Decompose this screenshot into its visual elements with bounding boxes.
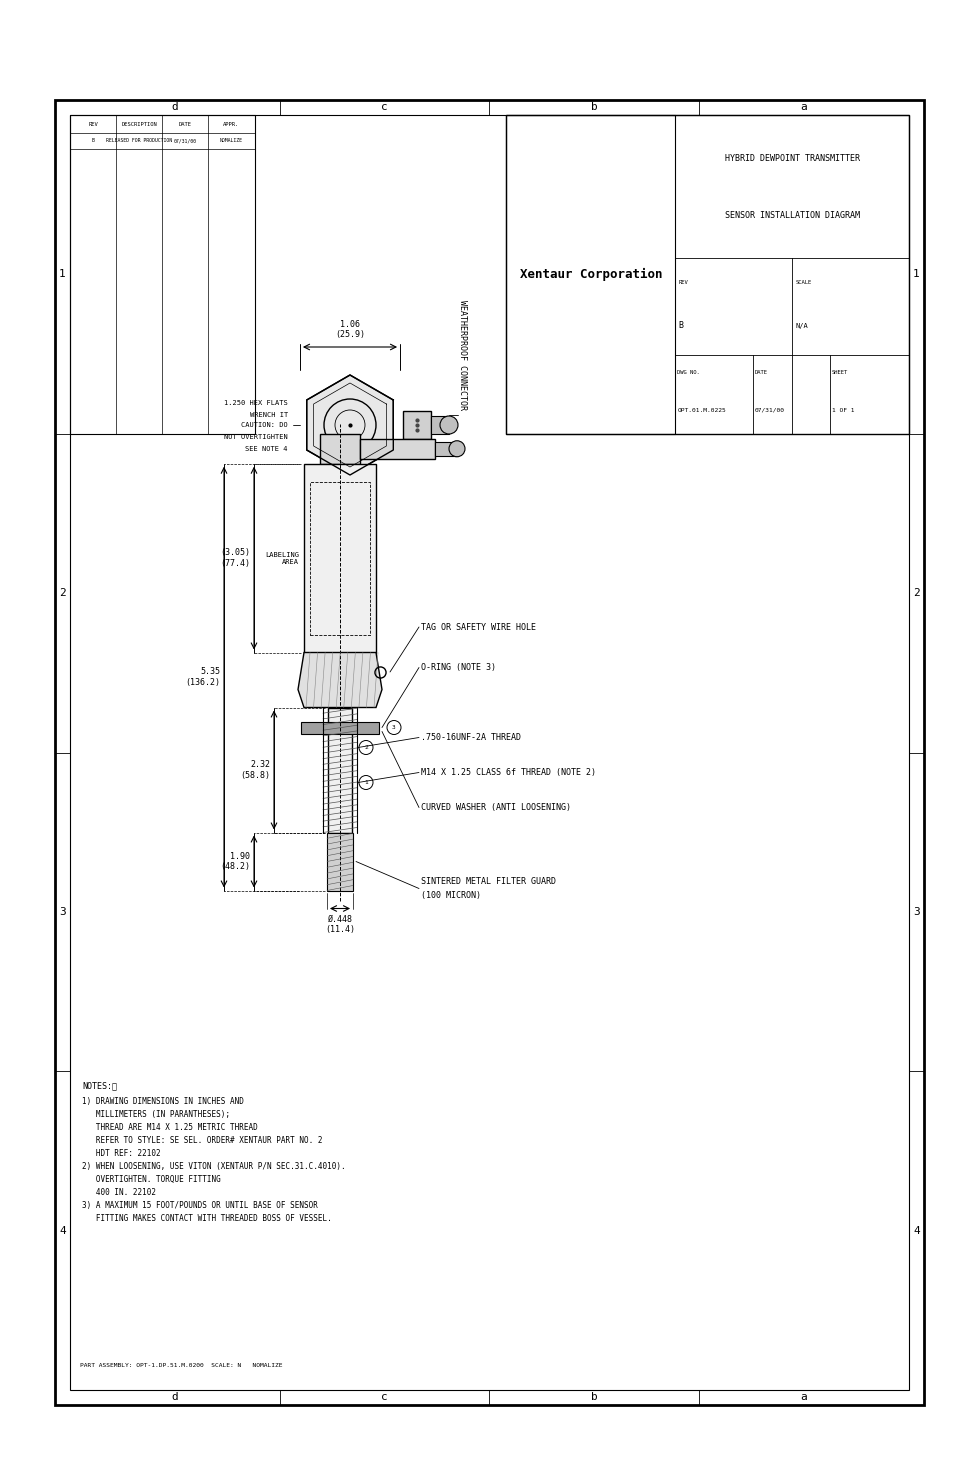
Bar	[310, 482, 370, 634]
Text: b: b	[590, 1392, 598, 1403]
Text: OPT.01.M.0225: OPT.01.M.0225	[677, 407, 725, 413]
Polygon shape	[306, 375, 393, 475]
Text: 1: 1	[59, 270, 66, 279]
Text: 3: 3	[59, 907, 66, 917]
Text: SEE NOTE 4: SEE NOTE 4	[245, 445, 288, 451]
Text: OVERTIGHTEN. TORQUE FITTING: OVERTIGHTEN. TORQUE FITTING	[82, 1176, 220, 1184]
Text: 1 OF 1: 1 OF 1	[831, 407, 853, 413]
Text: 3: 3	[392, 726, 395, 730]
Bar	[328, 708, 352, 832]
Text: 400 IN. 22102: 400 IN. 22102	[82, 1189, 156, 1198]
Text: 2.32
(58.8): 2.32 (58.8)	[240, 760, 270, 780]
Text: a: a	[800, 102, 806, 112]
Bar	[70, 115, 908, 1389]
Bar	[506, 115, 908, 434]
Bar	[319, 434, 359, 463]
Text: 2: 2	[912, 589, 919, 599]
Text: DESCRIPTION: DESCRIPTION	[121, 121, 157, 127]
Circle shape	[358, 740, 373, 755]
Text: DATE: DATE	[178, 121, 192, 127]
Text: a: a	[800, 1392, 806, 1403]
Text: NOT OVERTIGHTEN: NOT OVERTIGHTEN	[224, 434, 288, 440]
Text: (100 MICRON): (100 MICRON)	[420, 891, 480, 900]
Bar	[402, 412, 431, 440]
Text: d: d	[172, 102, 178, 112]
Text: 2: 2	[364, 745, 368, 749]
Text: DWG NO.: DWG NO.	[677, 370, 700, 375]
Text: SHEET: SHEET	[831, 370, 847, 375]
Text: .750-16UNF-2A THREAD: .750-16UNF-2A THREAD	[420, 733, 520, 742]
Text: THREAD ARE M14 X 1.25 METRIC THREAD: THREAD ARE M14 X 1.25 METRIC THREAD	[82, 1124, 257, 1133]
Bar	[506, 115, 675, 434]
Text: 1: 1	[364, 780, 368, 785]
Circle shape	[387, 720, 400, 735]
Text: 2: 2	[59, 589, 66, 599]
Text: NOMALIZE: NOMALIZE	[220, 139, 243, 143]
Text: PART ASSEMBLY: OPT-1.DP.51.M.0200  SCALE: N   NOMALIZE: PART ASSEMBLY: OPT-1.DP.51.M.0200 SCALE:…	[80, 1363, 282, 1367]
Text: 4: 4	[59, 1226, 66, 1236]
Polygon shape	[297, 652, 381, 708]
Text: CURVED WASHER (ANTI LOOSENING): CURVED WASHER (ANTI LOOSENING)	[420, 802, 571, 813]
Text: c: c	[381, 1392, 388, 1403]
Text: B: B	[678, 322, 682, 330]
Text: 1.06
(25.9): 1.06 (25.9)	[335, 320, 365, 339]
Text: NOTES:ⓒ: NOTES:ⓒ	[82, 1081, 117, 1090]
Text: CAUTION: DO: CAUTION: DO	[241, 422, 288, 428]
Text: 5.35
(136.2): 5.35 (136.2)	[185, 667, 220, 687]
Text: REV: REV	[678, 280, 687, 285]
Circle shape	[358, 776, 373, 789]
Text: 1.90
(48.2): 1.90 (48.2)	[220, 851, 250, 872]
Text: B: B	[91, 139, 94, 143]
Text: M14 X 1.25 CLASS 6f THREAD (NOTE 2): M14 X 1.25 CLASS 6f THREAD (NOTE 2)	[420, 768, 596, 777]
Text: 2) WHEN LOOSENING, USE VITON (XENTAUR P/N SEC.31.C.4010).: 2) WHEN LOOSENING, USE VITON (XENTAUR P/…	[82, 1162, 345, 1171]
Bar	[435, 441, 456, 456]
Text: 07/31/00: 07/31/00	[754, 407, 783, 413]
Text: REV: REV	[88, 121, 98, 127]
Text: N/A: N/A	[795, 323, 807, 329]
Text: c: c	[381, 102, 388, 112]
Text: 3: 3	[912, 907, 919, 917]
Text: SINTERED METAL FILTER GUARD: SINTERED METAL FILTER GUARD	[420, 878, 556, 886]
Text: 07/31/00: 07/31/00	[173, 139, 196, 143]
Text: Xentaur Corporation: Xentaur Corporation	[519, 268, 661, 280]
Text: b: b	[590, 102, 598, 112]
Bar	[327, 832, 353, 891]
Text: TAG OR SAFETY WIRE HOLE: TAG OR SAFETY WIRE HOLE	[420, 622, 536, 631]
Text: 1.250 HEX FLATS: 1.250 HEX FLATS	[224, 400, 288, 406]
Circle shape	[449, 441, 464, 457]
Text: 4: 4	[912, 1226, 919, 1236]
Text: REFER TO STYLE: SE SEL. ORDER# XENTAUR PART NO. 2: REFER TO STYLE: SE SEL. ORDER# XENTAUR P…	[82, 1136, 322, 1145]
Text: d: d	[172, 1392, 178, 1403]
Text: MILLIMETERS (IN PARANTHESES);: MILLIMETERS (IN PARANTHESES);	[82, 1111, 230, 1120]
Bar	[675, 115, 908, 258]
Bar	[70, 115, 254, 434]
Text: 1: 1	[912, 270, 919, 279]
Text: 1) DRAWING DIMENSIONS IN INCHES AND: 1) DRAWING DIMENSIONS IN INCHES AND	[82, 1097, 244, 1106]
Bar	[359, 438, 435, 459]
Text: HYBRID DEWPOINT TRANSMITTER: HYBRID DEWPOINT TRANSMITTER	[724, 153, 859, 162]
Text: DATE: DATE	[754, 370, 767, 375]
Text: SCALE: SCALE	[795, 280, 811, 285]
Bar	[301, 721, 378, 733]
Text: SENSOR INSTALLATION DIAGRAM: SENSOR INSTALLATION DIAGRAM	[724, 211, 859, 220]
Text: Ø.448
(11.4): Ø.448 (11.4)	[325, 914, 355, 934]
Bar	[304, 463, 375, 652]
Bar	[431, 416, 449, 434]
Text: LABELING
AREA: LABELING AREA	[265, 552, 298, 565]
Text: HDT REF: 22102: HDT REF: 22102	[82, 1149, 160, 1158]
Text: O-RING (NOTE 3): O-RING (NOTE 3)	[420, 662, 496, 673]
Text: WRENCH IT: WRENCH IT	[250, 412, 288, 417]
Text: RELEASED FOR PRODUCTION: RELEASED FOR PRODUCTION	[106, 139, 172, 143]
Circle shape	[439, 416, 457, 434]
Text: 3) A MAXIMUM 15 FOOT/POUNDS OR UNTIL BASE OF SENSOR: 3) A MAXIMUM 15 FOOT/POUNDS OR UNTIL BAS…	[82, 1201, 317, 1211]
Text: FITTING MAKES CONTACT WITH THREADED BOSS OF VESSEL.: FITTING MAKES CONTACT WITH THREADED BOSS…	[82, 1214, 332, 1223]
Text: WEATHERPROOF CONNECTOR: WEATHERPROOF CONNECTOR	[457, 299, 467, 410]
Text: (3.05)
(77.4): (3.05) (77.4)	[220, 549, 250, 568]
Text: APPR.: APPR.	[223, 121, 239, 127]
Bar	[55, 100, 923, 1406]
